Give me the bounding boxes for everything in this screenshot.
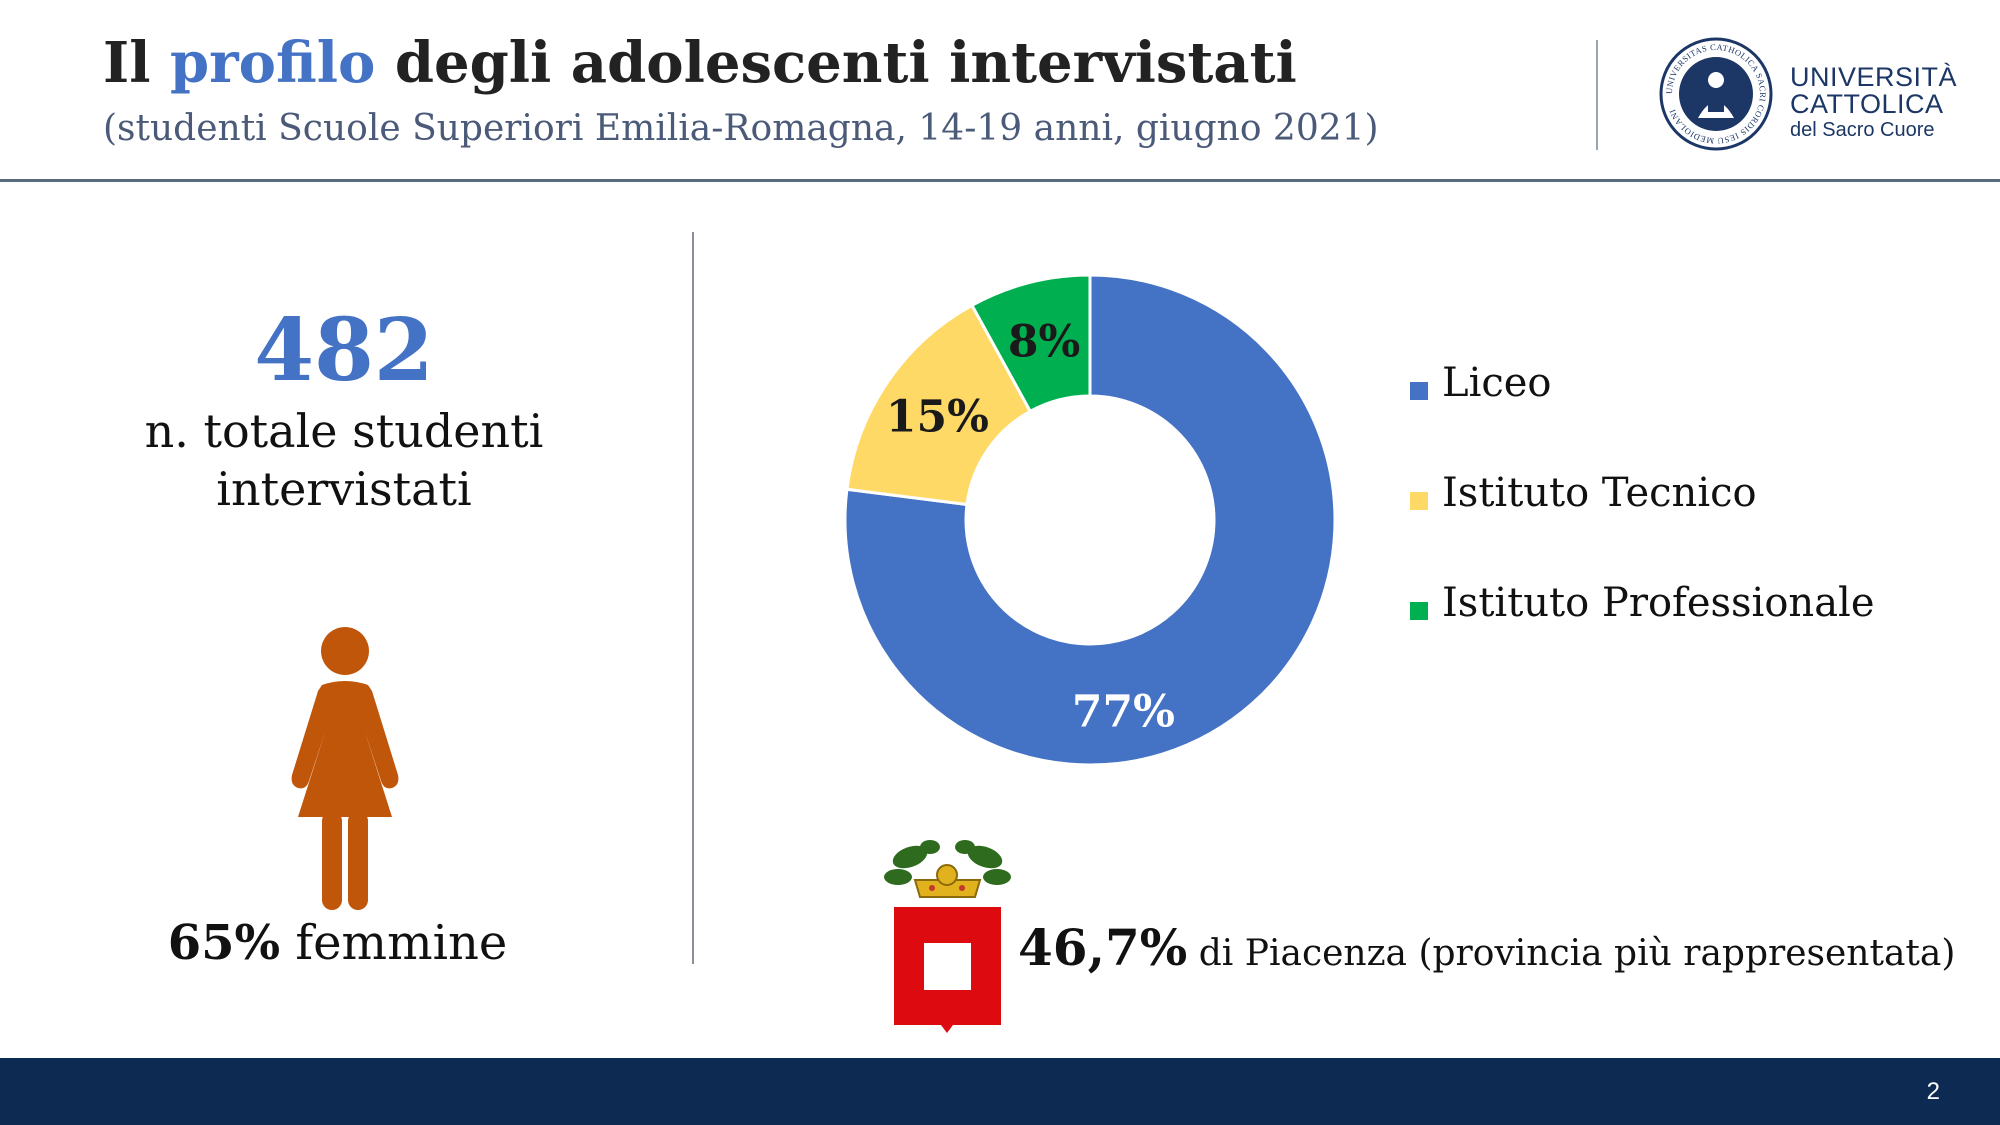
chart-legend: Liceo Istituto Tecnico Istituto Professi…: [1410, 360, 1875, 690]
legend-swatch: [1410, 602, 1428, 620]
logo-line-3: del Sacro Cuore: [1790, 119, 1935, 141]
legend-label-istituto-professionale: Istituto Professionale: [1442, 580, 1875, 626]
total-caption-line-2: intervistati: [216, 462, 472, 516]
female-label: femmine: [280, 915, 508, 971]
province-stat: 46,7% di Piacenza (provincia più rappres…: [1018, 918, 1955, 977]
total-students-caption: n. totale studenti intervistati: [100, 402, 588, 518]
legend-swatch: [1410, 382, 1428, 400]
panel-divider: [692, 232, 694, 964]
slice-label-liceo: 77%: [1072, 687, 1175, 738]
legend-swatch: [1410, 492, 1428, 510]
slice-label-istituto-professionale: 8%: [1008, 316, 1080, 367]
legend-item: Istituto Professionale: [1410, 580, 1875, 690]
total-caption-line-1: n. totale studenti: [144, 404, 544, 458]
university-name: UNIVERSITÀ CATTOLICA del Sacro Cuore: [1790, 62, 1958, 141]
title-pre: Il: [103, 30, 170, 96]
page-title: Il profilo degli adolescenti intervistat…: [103, 30, 1297, 96]
slice-istituto-professionale: [969, 273, 1092, 414]
page-subtitle: (studenti Scuole Superiori Emilia-Romagn…: [103, 108, 1379, 149]
title-highlight: profilo: [169, 30, 376, 96]
legend-label-liceo: Liceo: [1442, 360, 1552, 406]
slice-istituto-tecnico: [845, 303, 1033, 507]
school-type-donut-chart: 77% 15% 8%: [843, 273, 1337, 767]
female-person-icon: [291, 627, 399, 910]
university-seal-logo: UNIVERSITAS CATHOLICA SACRI CORDIS IESU …: [1659, 37, 1773, 151]
total-students-number: 482: [254, 300, 434, 401]
legend-item: Istituto Tecnico: [1410, 470, 1875, 580]
province-label: di Piacenza (provincia più rappresentata…: [1187, 933, 1956, 974]
legend-label-istituto-tecnico: Istituto Tecnico: [1442, 470, 1757, 516]
logo-line-2: CATTOLICA: [1790, 89, 1944, 119]
slice-liceo: [843, 273, 1337, 767]
page-number: 2: [1926, 1078, 1940, 1105]
header-rule: [0, 179, 2000, 182]
title-post: degli adolescenti intervistati: [375, 30, 1297, 96]
female-percent: 65%: [167, 915, 281, 971]
slice-label-istituto-tecnico: 15%: [886, 391, 989, 442]
footer-bar: 2: [0, 1058, 2000, 1125]
header-divider: [1596, 40, 1598, 150]
logo-line-1: UNIVERSITÀ: [1790, 62, 1958, 92]
female-stat: 65% femmine: [0, 915, 675, 971]
legend-item: Liceo: [1410, 360, 1875, 470]
piacenza-coat-of-arms-icon: [884, 840, 1011, 1033]
province-percent: 46,7%: [1018, 918, 1188, 977]
